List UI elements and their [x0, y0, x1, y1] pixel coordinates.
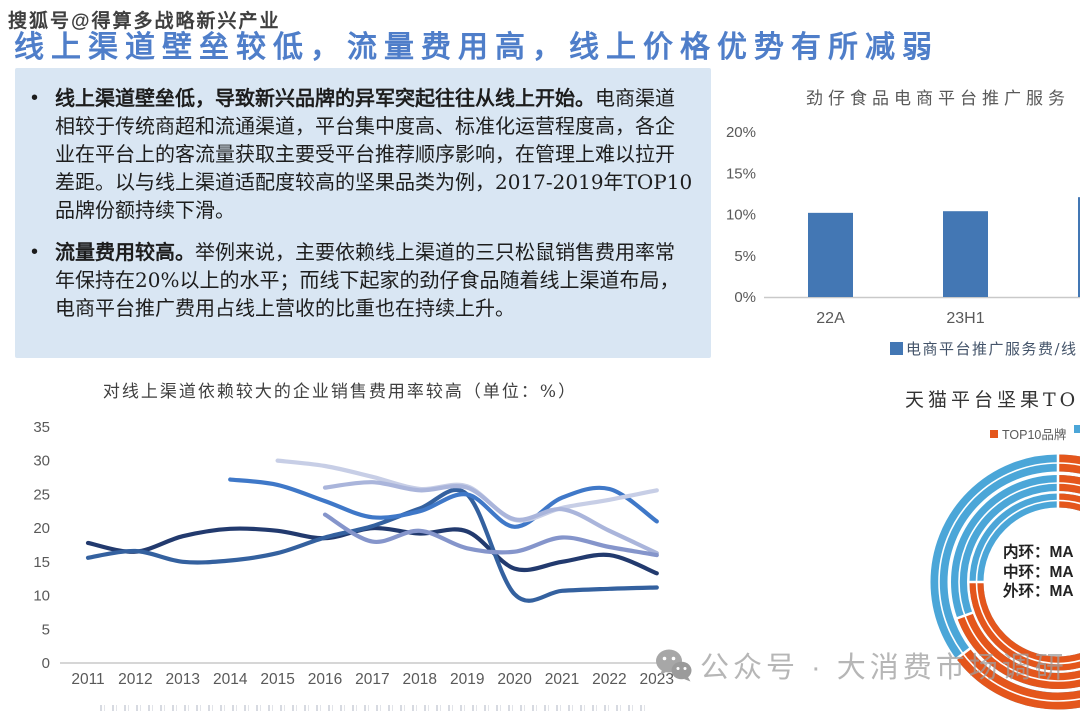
- bar: [1078, 197, 1080, 297]
- bar-ytick-label: 5%: [734, 248, 756, 265]
- line-xtick-label: 2020: [497, 671, 532, 688]
- donut-chart-legend: TOP10品牌: [990, 424, 1080, 443]
- line-chart-legend-clipped: [100, 705, 650, 711]
- line-xtick-label: 2012: [118, 671, 152, 688]
- bar-chart-legend: 电商平台推广服务费/线: [890, 338, 1078, 359]
- line-ytick-label: 35: [33, 419, 50, 436]
- bar-chart: 0% 5% 10% 15% 20% 22A 23H1: [726, 124, 1080, 327]
- line-series-series-3: [228, 477, 659, 529]
- line-ytick-label: 30: [33, 453, 50, 470]
- bar-chart-title: 劲仔食品电商平台推广服务: [806, 89, 1070, 109]
- line-ytick-label: 0: [42, 655, 50, 672]
- watermark-sohu: 搜狐号@得算多战略新兴产业: [8, 11, 281, 32]
- donut-ring-label-middle: 中环：MA: [1003, 563, 1074, 581]
- donut-legend-marker-top10: [990, 429, 998, 438]
- bullet-glyph: •: [31, 241, 39, 263]
- line-xtick-label: 2021: [545, 671, 579, 688]
- bar-category-label: 23H1: [946, 310, 984, 327]
- bar-ytick-label: 20%: [726, 124, 756, 141]
- bullet-lead-2: 流量费用较高。: [55, 240, 195, 264]
- bullet-rest-2: 举例来说，主要依赖线上渠道的三只松鼠销售费用率常年保持在20%以上的水平；而线下…: [55, 240, 680, 320]
- bar-ytick-label: 15%: [726, 165, 756, 182]
- line-series-series-5: [322, 480, 659, 556]
- watermark-wechat-text: 公众号 · 大消费市场调研: [700, 652, 1068, 684]
- donut-ring-label-inner: 内环：MA: [1003, 544, 1074, 561]
- line-xtick-label: 2011: [71, 671, 104, 688]
- line-xtick-label: 2023: [640, 671, 674, 688]
- line-xtick-label: 2022: [592, 671, 626, 688]
- bullet-glyph: •: [31, 87, 39, 109]
- line-chart-title: 对线上渠道依赖较大的企业销售费用率较高（单位：%）: [102, 382, 578, 402]
- donut-ring-inner-bisector: [975, 499, 1080, 665]
- key-points-panel: • 线上渠道壁垒低，导致新兴品牌的异军突起往往从线上开始。电商渠道相较于传统商超…: [15, 68, 711, 358]
- line-series-series-2: [85, 487, 659, 603]
- line-ytick-label: 20: [33, 520, 50, 537]
- bar-ytick-label: 10%: [726, 207, 756, 224]
- bullet-point-2: • 流量费用较高。举例来说，主要依赖线上渠道的三只松鼠销售费用率常年保持在20%…: [31, 238, 693, 322]
- line-series-series-1: [85, 525, 659, 576]
- line-xtick-label: 2014: [213, 671, 248, 688]
- line-xtick-label: 2016: [308, 671, 342, 688]
- donut-chart: [930, 453, 1080, 710]
- wechat-icon: [656, 649, 692, 682]
- line-ytick-label: 5: [42, 621, 50, 638]
- bullet-point-1: • 线上渠道壁垒低，导致新兴品牌的异军突起往往从线上开始。电商渠道相较于传统商超…: [31, 84, 693, 224]
- line-series-series-4: [275, 458, 659, 523]
- page-title: 线上渠道壁垒较低，流量费用高，线上价格优势有所减弱: [14, 31, 939, 64]
- line-chart: 0 5 10 15 20 25 30 35 2011 2012 2013 2014 2015 2016 20…: [33, 419, 674, 688]
- line-xtick-label: 2015: [260, 671, 294, 688]
- donut-ring-outer-bisector: [938, 462, 1080, 702]
- line-xtick-label: 2017: [355, 671, 389, 688]
- bar-legend-label: 电商平台推广服务费/线: [906, 340, 1078, 358]
- donut-legend-marker-other: [1074, 425, 1080, 433]
- line-ytick-label: 15: [33, 554, 50, 571]
- bullet-rest-1: 电商渠道相较于传统商超和流通渠道，平台集中度高、标准化运营程度高，各企业在平台上…: [55, 86, 693, 222]
- bar-ytick-label: 0%: [734, 289, 756, 306]
- line-xtick-label: 2018: [403, 671, 437, 688]
- watermark-wechat: 公众号 · 大消费市场调研: [652, 644, 1068, 686]
- bar-category-label: 22A: [816, 310, 845, 327]
- bar-legend-marker: [890, 342, 903, 355]
- line-ytick-label: 10: [33, 588, 50, 605]
- donut-chart-title: 天猫平台坚果TOP1: [905, 389, 1080, 411]
- donut-ring-label-outer: 外环：MA: [1003, 583, 1074, 600]
- line-series-series-6: [322, 512, 659, 558]
- bar: [808, 212, 853, 297]
- bullet-lead-1: 线上渠道壁垒低，导致新兴品牌的异军突起往往从线上开始。: [55, 86, 595, 110]
- donut-ring-middle-bisector: [958, 482, 1080, 682]
- bar: [943, 211, 988, 297]
- bullet-text-2: 流量费用较高。举例来说，主要依赖线上渠道的三只松鼠销售费用率常年保持在20%以上…: [55, 238, 693, 322]
- line-xtick-label: 2019: [450, 671, 484, 688]
- line-ytick-label: 25: [33, 486, 50, 503]
- bullet-text-1: 线上渠道壁垒低，导致新兴品牌的异军突起往往从线上开始。电商渠道相较于传统商超和流…: [55, 84, 693, 224]
- line-xtick-label: 2013: [166, 671, 200, 688]
- donut-center-labels: 内环：MA 中环：MA 外环：MA: [1003, 543, 1074, 602]
- donut-legend-label-top10: TOP10品牌: [1002, 428, 1067, 442]
